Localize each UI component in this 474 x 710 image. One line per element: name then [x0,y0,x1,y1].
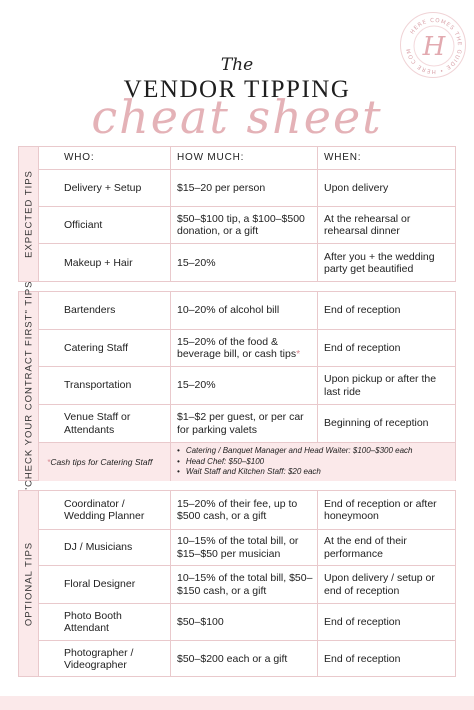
table-row: DJ / Musicians 10–15% of the total bill,… [39,529,455,565]
section-optional-tips: OPTIONAL TIPS Coordinator / Wedding Plan… [18,490,456,677]
tip-timing: Beginning of reception [317,405,455,442]
vendor-name: Transportation [64,379,132,392]
list-item: Head Chef: $50–$100 [177,457,455,468]
section-side-label: OPTIONAL TIPS [19,491,39,676]
tip-timing: Upon delivery / setup or end of receptio… [317,566,455,603]
table-row: Delivery + Setup $15–20 per person Upon … [39,169,455,206]
tip-amount: 15–20% [170,244,317,282]
tip-timing: End of reception [317,641,455,677]
tip-amount: $50–$100 [170,604,317,640]
section-side-label: EXPECTED TIPS [19,147,39,281]
column-header-how-much: HOW MUCH: [170,147,317,169]
tip-amount: $15–20 per person [170,170,317,206]
svg-text:H: H [422,32,447,62]
tip-amount: 10–15% of the total bill, $50–$150 cash,… [170,566,317,603]
list-item: Wait Staff and Kitchen Staff: $20 each [177,467,455,478]
table-row: Makeup + Hair 15–20% After you + the wed… [39,243,455,282]
vendor-name: Floral Designer [64,578,136,591]
footnote-label: *Cash tips for Catering Staff [39,443,170,481]
footer-bar [0,696,474,710]
vendor-name: Makeup + Hair [64,256,133,269]
tip-amount: 15–20% of the food & beverage bill, or c… [170,330,317,366]
brand-seal-logo: HERE COMES THE GUIDE • HERE COMES THE GU… [400,12,466,78]
vendor-name: DJ / Musicians [64,541,133,554]
tip-amount: 10–15% of the total bill, or $15–$50 per… [170,530,317,565]
column-header-who: WHO: [64,151,95,163]
tip-amount: $1–$2 per guest, or per car for parking … [170,405,317,442]
tip-timing: Upon delivery [317,170,455,206]
tip-amount: 15–20% [170,367,317,404]
list-item: Catering / Banquet Manager and Head Wait… [177,446,455,457]
table-row: Photo Booth Attendant $50–$100 End of re… [39,603,455,640]
column-header-row: WHO: HOW MUCH: WHEN: [39,147,455,169]
section-side-label: "CHECK YOUR CONTRACT FIRST" TIPS [19,281,39,491]
tip-amount: $50–$100 tip, a $100–$500 donation, or a… [170,207,317,243]
table-row: Transportation 15–20% Upon pickup or aft… [39,366,455,404]
footnote-mark: * [296,348,301,360]
vendor-name: Officiant [64,218,103,231]
vendor-name: Delivery + Setup [64,181,142,194]
tip-amount: $50–$200 each or a gift [170,641,317,677]
vendor-name: Photographer / Videographer [64,646,134,672]
tip-timing: At the rehearsal or rehearsal dinner [317,207,455,243]
vendor-name: Venue Staff or Attendants [64,411,131,436]
column-header-when: WHEN: [317,147,455,169]
footnote-list: Catering / Banquet Manager and Head Wait… [170,443,455,481]
vendor-name: Photo Booth Attendant [64,609,122,635]
page-title: VENDOR TIPPING [123,76,351,103]
title-the: The [220,55,254,75]
tip-timing: End of reception or after honeymoon [317,491,455,529]
vendor-name: Catering Staff [64,341,129,354]
tip-amount: 15–20% of their fee, up to $500 cash, or… [170,491,317,529]
table-row: Photographer / Videographer $50–$200 eac… [39,640,455,677]
section-check-contract-tips: "CHECK YOUR CONTRACT FIRST" TIPS Bartend… [18,281,456,491]
table-row: Bartenders 10–20% of alcohol bill End of… [39,292,455,329]
table-row: Coordinator / Wedding Planner 15–20% of … [39,491,455,529]
tip-timing: At the end of their performance [317,530,455,565]
table-row: Catering Staff 15–20% of the food & beve… [39,329,455,366]
tip-timing: End of reception [317,292,455,329]
tip-timing: After you + the wedding party get beauti… [317,244,455,282]
tip-amount: 10–20% of alcohol bill [170,292,317,329]
tip-timing: Upon pickup or after the last ride [317,367,455,404]
script-subtitle: cheat sheet [91,90,383,144]
footnote-label-text: Cash tips for Catering Staff [50,456,153,467]
table-row: Officiant $50–$100 tip, a $100–$500 dona… [39,206,455,243]
footnote-mark: * [47,456,51,467]
footnote-row: *Cash tips for Catering Staff Catering /… [39,442,455,481]
section-expected-tips: EXPECTED TIPS WHO: HOW MUCH: WHEN: Deliv… [18,146,456,282]
table-row: Floral Designer 10–15% of the total bill… [39,565,455,603]
vendor-name: Coordinator / Wedding Planner [64,497,145,523]
header: The VENDOR TIPPING cheat sheet HERE COME… [0,0,474,144]
vendor-name: Bartenders [64,304,116,317]
tip-amount-text: 15–20% of the food & beverage bill, or c… [177,335,297,361]
table-row: Venue Staff or Attendants $1–$2 per gues… [39,404,455,442]
tip-timing: End of reception [317,330,455,366]
tip-timing: End of reception [317,604,455,640]
